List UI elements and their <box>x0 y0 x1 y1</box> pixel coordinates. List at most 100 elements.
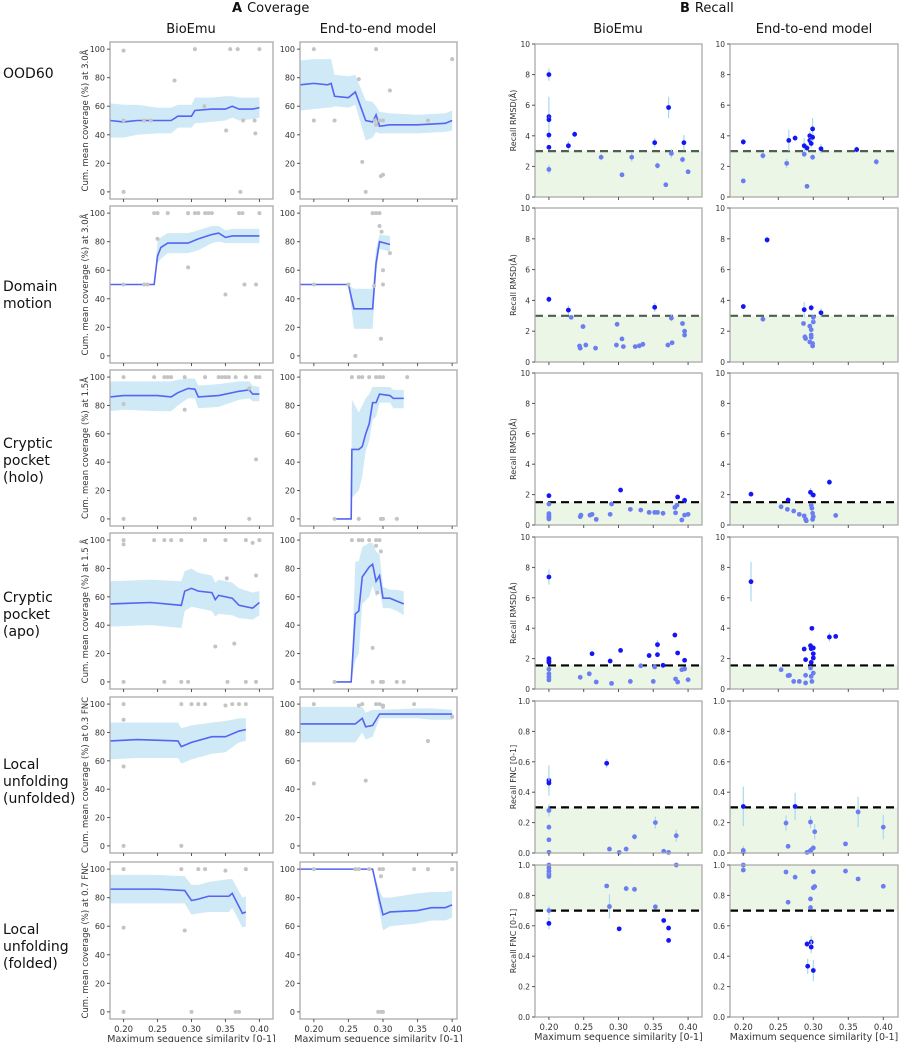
recall-r3-c1-recall-point <box>808 665 813 671</box>
recall-r2-c1-recall-point <box>810 492 816 498</box>
coverage-r4-c0-ytick-label: 80 <box>95 728 105 737</box>
coverage-r0-c1-scatter-point <box>311 47 316 52</box>
coverage-r1-c0-ylabel: Cum. mean coverage (%) at 3.0Å <box>79 213 91 355</box>
recall-r3-c0-recall-point <box>618 647 623 653</box>
recall-r4-c1-recall-point <box>855 809 861 815</box>
coverage-r4-c1-scatter-point <box>311 781 316 786</box>
coverage-r0-c0-scatter-point <box>252 118 257 123</box>
coverage-r3-c0-scatter-point <box>179 679 184 684</box>
coverage-r5-c1-mean-line <box>300 868 453 916</box>
recall-r0-c1-ytick-label: 10 <box>715 40 725 49</box>
coverage-r3-c1-scatter-point <box>401 679 406 684</box>
recall-r3-c0-recall-point <box>627 679 633 684</box>
coverage-r1-c1-scatter-point <box>353 353 358 358</box>
recall-r3-c1-recall-point <box>810 655 816 661</box>
coverage-r5-c1-scatter-point <box>380 867 385 872</box>
coverage-r5-c0-mean-line <box>110 888 247 915</box>
recall-r2-c0-ytick-label: 10 <box>520 369 530 378</box>
coverage-r1-c0-scatter-point <box>186 265 191 270</box>
recall-r2-c0-recall-point <box>660 510 666 516</box>
recall-r0-c0-recall-point <box>685 169 691 175</box>
coverage-r3-c0-scatter-point <box>223 538 228 543</box>
recall-r1-c0-recall-point <box>614 342 619 348</box>
recall-r2-c0-recall-point <box>589 511 595 517</box>
coverage-r3-c0-ylabel: Cum. mean coverage (%) at 1.5 Å <box>79 538 91 683</box>
coverage-r3-c0-scatter-point <box>162 679 167 684</box>
recall-r4-c1-frame <box>729 700 899 854</box>
coverage-r0-c1-ytick-label: 80 <box>285 74 295 83</box>
coverage-r4-c1-frame <box>299 696 458 854</box>
recall-r2-c0-recall-point <box>607 511 613 517</box>
recall-col-bioemu-title: BioEmu <box>593 22 643 37</box>
recall-r2-c1-ytick-label: 0 <box>720 521 725 530</box>
recall-r5-c0-recall-point <box>661 918 667 923</box>
coverage-r3-c1-scatter-point <box>370 679 375 684</box>
recall-r5-c1-recall-point <box>808 944 814 950</box>
coverage-r4-c1-ytick-label: 100 <box>280 700 295 709</box>
recall-r5-c1-ytick-label: 0.6 <box>713 922 725 931</box>
coverage-r1-c1-ytick-label: 60 <box>285 266 295 275</box>
coverage-r5-c0-scatter-point <box>179 867 184 872</box>
recall-r5-c1-ytick-label: 0.2 <box>713 983 725 992</box>
recall-r3-c0-ytick-label: 6 <box>525 594 530 603</box>
recall-r0-c0-ytick-label: 8 <box>525 71 530 80</box>
coverage-r3-c0-ytick-label: 60 <box>95 593 105 602</box>
recall-r2-c1-recall-point <box>833 513 839 518</box>
coverage-r3-c0-scatter-point <box>225 679 230 684</box>
recall-r3-c1-recall-point <box>809 679 815 684</box>
coverage-r2-c1-scatter-point <box>332 516 337 521</box>
recall-r2-c0-recall-point <box>638 507 644 513</box>
recall-r2-c1-recall-point <box>810 516 815 522</box>
coverage-r1-c0-scatter-point <box>240 211 245 216</box>
recall-r1-c0-recall-point <box>682 328 688 334</box>
coverage-r3-c0-scatter-point <box>169 538 174 543</box>
coverage-r4-c1-scatter-point <box>377 702 382 707</box>
recall-r1-c0-recall-point <box>614 321 620 327</box>
coverage-r4-c0-ytick-label: 20 <box>95 814 105 823</box>
coverage-r3-c0-mean-line <box>109 587 260 610</box>
coverage-r2-c0-scatter-point <box>257 375 262 380</box>
panel-b-title: Recall <box>694 1 734 16</box>
recall-r5-c1-recall-point <box>855 876 861 882</box>
coverage-r0-c0-ytick-label: 20 <box>95 159 105 168</box>
coverage-r1-c0-ytick-label: 80 <box>95 238 105 247</box>
recall-r4-c0-ytick-label: 0.6 <box>518 758 530 767</box>
recall-r1-c1-recall-point <box>760 316 766 322</box>
coverage-r3-c0-scatter-point <box>121 542 126 547</box>
coverage-r0-c1-ytick-label: 0 <box>290 188 295 197</box>
coverage-r5-c1-ci-band <box>300 869 453 931</box>
recall-r2-c1-recall-point <box>791 508 797 514</box>
coverage-r4-c0-ytick-label: 60 <box>95 757 105 766</box>
recall-r5-c0-recall-point <box>604 883 610 889</box>
coverage-r1-c0-ytick-label: 100 <box>90 209 105 218</box>
coverage-r5-c0-scatter-point <box>196 867 201 872</box>
coverage-r0-c0-scatter-point <box>235 47 240 52</box>
recall-r3-c0-ytick-label: 10 <box>520 533 530 542</box>
coverage-r5-c1-scatter-point <box>412 867 417 872</box>
recall-r1-c1-recall-point <box>810 314 816 320</box>
coverage-r3-c0-scatter-point <box>243 538 248 543</box>
coverage-r5-c1-background <box>300 862 457 1019</box>
recall-r4-c1-ytick-label: 0.4 <box>713 788 725 797</box>
recall-r3-c0-recall-point <box>650 679 656 684</box>
coverage-r5-c1-frame <box>299 861 458 1020</box>
coverage-r1-c0-scatter-point <box>242 282 247 287</box>
coverage-r3-c0-scatter-point <box>254 573 259 578</box>
coverage-r4-c1-scatter-point <box>412 702 417 707</box>
coverage-r4-c1-ytick-label: 80 <box>285 728 295 737</box>
recall-r0-c1-ytick-label: 4 <box>720 132 725 141</box>
coverage-r0-c0-scatter-point <box>148 118 153 123</box>
coverage-r2-c1-scatter-point <box>394 516 399 521</box>
recall-r5-c1-recall-point <box>812 884 818 889</box>
recall-r3-c0-recall-point <box>586 671 592 677</box>
recall-r3-c0-recall-point <box>607 658 613 664</box>
coverage-r3-c1-ytick-label: 20 <box>285 650 295 659</box>
recall-r3-c1-recall-point <box>778 667 784 673</box>
coverage-r5-c0-scatter-point <box>203 867 208 872</box>
recall-r4-c1-recall-point <box>785 843 791 849</box>
coverage-r1-c1-ytick-label: 40 <box>285 295 295 304</box>
coverage-r1-c1-scatter-point <box>380 282 385 287</box>
coverage-r1-c0-scatter-point <box>165 211 170 216</box>
recall-r3-c0-ytick-label: 4 <box>525 624 530 633</box>
recall-r5-c0-xtick-label: 0.30 <box>609 1023 628 1033</box>
